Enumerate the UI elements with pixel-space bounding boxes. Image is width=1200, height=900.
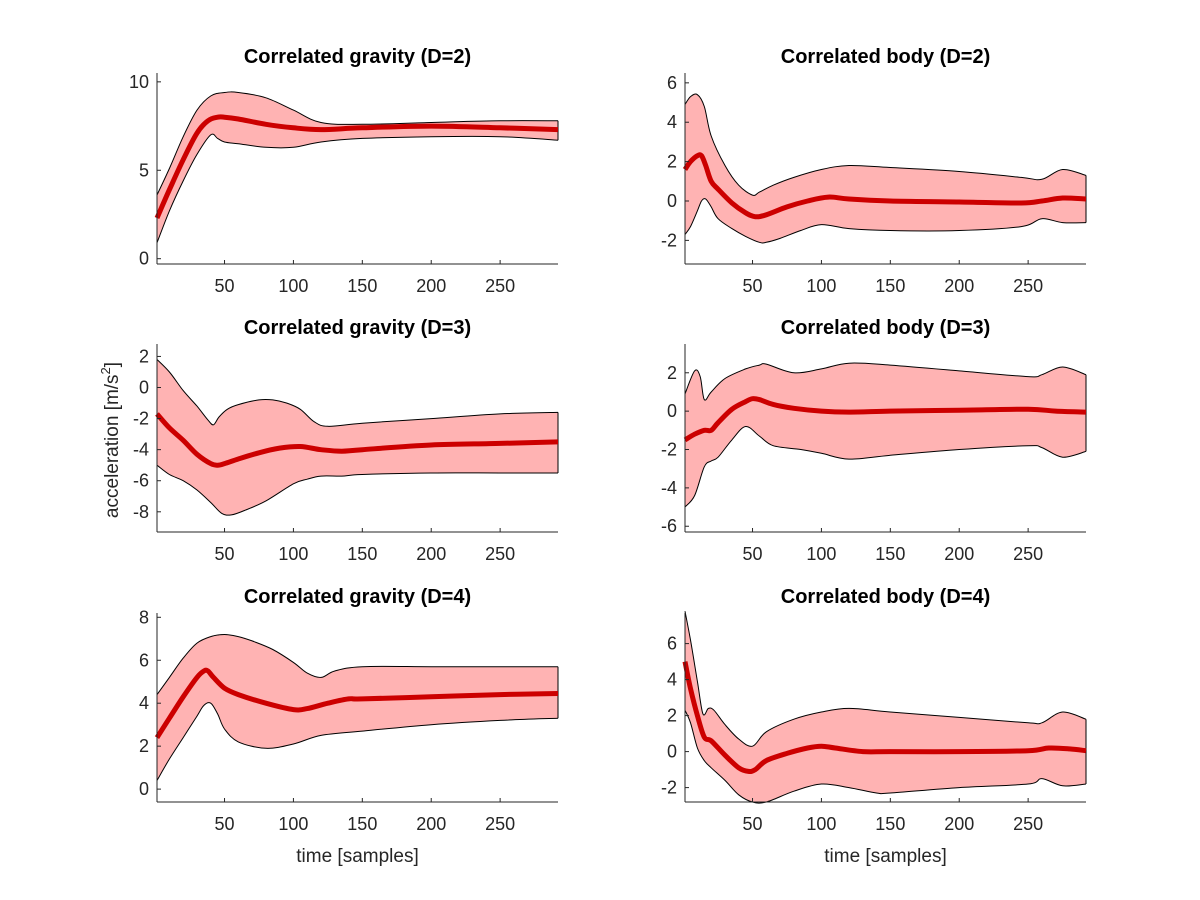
x-tick-label: 150 bbox=[875, 814, 905, 834]
y-tick-label: 4 bbox=[667, 112, 677, 132]
x-tick-label: 150 bbox=[875, 544, 905, 564]
lower-bound-line bbox=[156, 464, 558, 516]
upper-bound-line bbox=[684, 362, 1087, 401]
y-tick-label: 0 bbox=[139, 779, 149, 799]
confidence-band bbox=[685, 611, 1086, 804]
x-tick-label: 150 bbox=[347, 814, 377, 834]
lower-bound-line bbox=[684, 709, 1087, 804]
x-tick-label: 200 bbox=[944, 814, 974, 834]
lower-bound-line bbox=[156, 702, 559, 781]
lower-bound-line bbox=[156, 133, 559, 243]
y-tick-label: 2 bbox=[667, 706, 677, 726]
x-tick-label: 150 bbox=[347, 276, 377, 296]
mean-line bbox=[683, 396, 1087, 443]
subplot-1: 50 100 150 200 250 0 5 10 Correlated gravity (D=… bbox=[129, 46, 559, 296]
y-tick-label: 4 bbox=[139, 693, 149, 713]
x-tick-label: 250 bbox=[485, 544, 515, 564]
x-tick-label: 150 bbox=[875, 276, 905, 296]
subplot-2: 50 100 150 200 250 -2 0 2 4 6 Correlated body (D=2… bbox=[661, 46, 1087, 296]
y-tick-label: 2 bbox=[139, 346, 149, 366]
subplot-title: Correlated gravity (D=2) bbox=[244, 46, 471, 68]
x-tick-label: 200 bbox=[944, 544, 974, 564]
y-tick-label: -4 bbox=[661, 478, 677, 498]
confidence-band bbox=[685, 363, 1086, 508]
x-tick-label: 100 bbox=[278, 276, 308, 296]
x-tick-label: 250 bbox=[485, 276, 515, 296]
y-tick-label: -6 bbox=[133, 471, 149, 491]
y-tick-label: 0 bbox=[667, 401, 677, 421]
y-tick-label: 2 bbox=[139, 736, 149, 756]
lower-bound-line bbox=[684, 425, 1087, 508]
x-tick-label: 150 bbox=[347, 544, 377, 564]
y-tick-label: 6 bbox=[667, 73, 677, 93]
x-axis-label: time [samples] bbox=[824, 846, 946, 867]
upper-bound-line bbox=[684, 93, 1087, 196]
mean-line bbox=[155, 412, 559, 468]
subplot-title: Correlated body (D=2) bbox=[781, 46, 990, 68]
x-tick-label: 250 bbox=[1013, 544, 1043, 564]
y-tick-label: 0 bbox=[667, 191, 677, 211]
x-tick-label: 100 bbox=[278, 814, 308, 834]
upper-bound-line bbox=[684, 611, 1087, 747]
x-tick-label: 50 bbox=[215, 814, 235, 834]
x-tick-label: 250 bbox=[485, 814, 515, 834]
subplot-5: 50 100 150 200 250 0 2 4 6 8 Correlated gravity (D… bbox=[139, 586, 559, 867]
y-tick-label: -2 bbox=[661, 230, 677, 250]
y-tick-label: 6 bbox=[139, 650, 149, 670]
x-tick-label: 200 bbox=[944, 276, 974, 296]
upper-bound-line bbox=[156, 359, 559, 427]
confidence-band bbox=[157, 634, 558, 781]
x-tick-label: 50 bbox=[215, 276, 235, 296]
y-tick-label: 10 bbox=[129, 72, 149, 92]
x-tick-label: 50 bbox=[743, 544, 763, 564]
upper-bound-line bbox=[156, 91, 559, 196]
mean-line bbox=[154, 114, 559, 220]
y-tick-label: 8 bbox=[139, 607, 149, 627]
lower-bound-line bbox=[684, 198, 1087, 244]
y-tick-label: 4 bbox=[667, 670, 677, 690]
x-tick-label: 200 bbox=[416, 276, 446, 296]
subplot-title: Correlated body (D=4) bbox=[781, 586, 990, 608]
y-tick-label: 0 bbox=[667, 742, 677, 762]
y-tick-label: -4 bbox=[133, 440, 149, 460]
upper-bound-line bbox=[156, 633, 558, 695]
y-tick-label: 6 bbox=[667, 634, 677, 654]
confidence-band bbox=[685, 94, 1086, 243]
mean-line bbox=[682, 152, 1087, 220]
y-tick-label: 2 bbox=[667, 152, 677, 172]
x-tick-label: 100 bbox=[806, 544, 836, 564]
x-tick-label: 200 bbox=[416, 544, 446, 564]
y-tick-label: -2 bbox=[133, 409, 149, 429]
subplot-3: 50 100 150 200 250 -8 -6 -4 -2 0 2 Correlated gravi… bbox=[133, 317, 559, 564]
subplot-title: Correlated gravity (D=3) bbox=[244, 317, 471, 339]
x-tick-label: 50 bbox=[743, 276, 763, 296]
x-tick-label: 100 bbox=[278, 544, 308, 564]
y-tick-label: -2 bbox=[661, 778, 677, 798]
y-tick-label: 0 bbox=[139, 378, 149, 398]
x-tick-label: 200 bbox=[416, 814, 446, 834]
x-tick-label: 250 bbox=[1013, 276, 1043, 296]
y-tick-label: 0 bbox=[139, 249, 149, 269]
y-axis-label: acceleration [m/s2] bbox=[98, 362, 123, 518]
subplot-title: Correlated body (D=3) bbox=[781, 317, 990, 339]
confidence-band bbox=[157, 91, 558, 243]
subplot-4: 50 100 150 200 250 -6 -4 -2 0 2 Correlated body (D… bbox=[661, 317, 1087, 564]
mean-line bbox=[682, 661, 1087, 774]
x-tick-label: 250 bbox=[1013, 814, 1043, 834]
subplot-6: 50 100 150 200 250 -2 0 2 4 6 Correlated body (D=4… bbox=[661, 586, 1087, 867]
x-axis-label: time [samples] bbox=[296, 846, 418, 867]
y-tick-label: 5 bbox=[139, 160, 149, 180]
mean-line bbox=[154, 667, 559, 739]
y-tick-label: 2 bbox=[667, 363, 677, 383]
x-tick-label: 50 bbox=[743, 814, 763, 834]
x-tick-label: 50 bbox=[215, 544, 235, 564]
x-tick-label: 100 bbox=[806, 814, 836, 834]
subplot-title: Correlated gravity (D=4) bbox=[244, 586, 471, 608]
y-tick-label: -2 bbox=[661, 440, 677, 460]
y-tick-label: -6 bbox=[661, 516, 677, 536]
y-tick-label: -8 bbox=[133, 502, 149, 522]
confidence-band bbox=[157, 359, 558, 516]
x-tick-label: 100 bbox=[806, 276, 836, 296]
